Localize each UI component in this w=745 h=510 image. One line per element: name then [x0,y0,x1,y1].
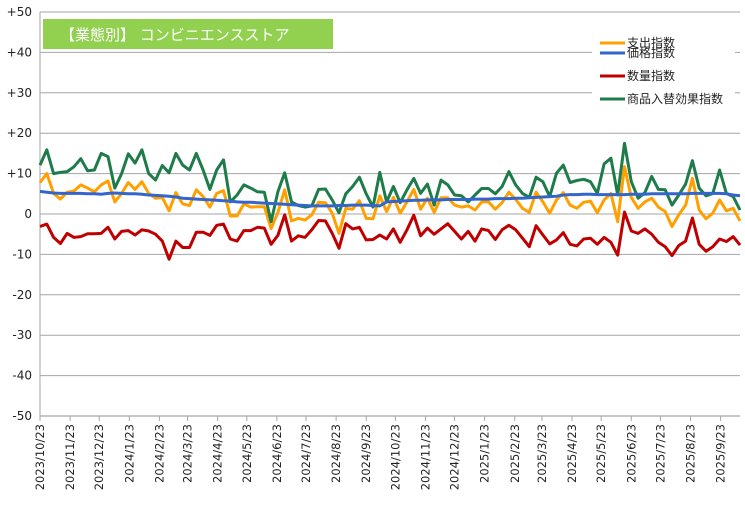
y-axis-ticks: +50 +40 +30 +20 +10 0 -10 -20 -30 -40 -50 [7,5,32,423]
legend-item: 支出指数 [600,35,675,50]
x-tick-label: 2025/5/23 [594,424,608,483]
x-tick-label: 2025/2/23 [508,424,522,483]
x-tick-label: 2024/2/23 [152,424,166,483]
x-tick-label: 2024/10/23 [388,424,402,490]
x-axis: 2023/10/23 2023/11/23 2023/12/23 2024/1/23 2… [33,416,728,490]
title-background [43,19,333,49]
legend-item: 価格指数 [600,45,675,60]
x-tick-label: 2025/3/23 [535,424,549,483]
x-tick-label: 2023/12/23 [92,424,106,490]
gridlines [39,11,740,417]
x-tick-label: 2023/10/23 [33,424,47,490]
series-lines [38,141,742,261]
y-tick-label: -20 [12,288,32,302]
x-tick-label: 2023/11/23 [63,424,77,490]
legend-item: 商品入替効果指数 [600,91,723,106]
x-tick-label: 2025/4/23 [565,424,579,483]
y-tick-label: -30 [12,328,32,342]
chart-title: 【業態別】 コンビニエンスストア [60,26,289,44]
x-tick-label: 2024/3/23 [181,424,195,483]
x-tick-label: 2025/9/23 [714,424,728,483]
y-tick-label: +20 [7,126,32,140]
legend-item: 数量指数 [600,68,675,83]
series-line-1 [39,189,741,208]
y-tick-label: +40 [7,45,32,59]
y-tick-label: +10 [7,167,32,181]
legend-label: 数量指数 [627,68,675,83]
x-tick-label: 2024/12/23 [448,424,462,490]
x-tick-label: 2025/8/23 [683,424,697,483]
x-tick-label: 2024/11/23 [418,424,432,490]
x-tick-label: 2024/4/23 [211,424,225,483]
x-tick-label: 2025/1/23 [478,424,492,483]
chart-title-box: 【業態別】 コンビニエンスストア [43,19,333,49]
series-line-0 [38,165,742,235]
x-tick-label: 2025/6/23 [624,424,638,483]
y-tick-label: -40 [12,369,32,383]
x-tick-label: 2024/9/23 [359,424,373,483]
series-line-2 [39,210,742,261]
y-tick-label: +30 [7,86,32,100]
x-tick-label: 2024/6/23 [270,424,284,483]
x-tick-label: 2024/1/23 [122,424,136,483]
y-tick-label: +50 [7,5,32,19]
x-tick-label: 2024/5/23 [240,424,254,483]
series-line-3 [38,141,742,224]
x-tick-label: 2024/7/23 [299,424,313,483]
y-tick-label: -10 [12,247,32,261]
x-tick-label: 2025/7/23 [653,424,667,483]
legend-label: 商品入替効果指数 [627,91,723,106]
x-tick-label: 2024/8/23 [329,424,343,483]
y-tick-label: 0 [24,207,32,221]
y-tick-label: -50 [12,409,32,423]
legend-label: 価格指数 [627,45,675,60]
legend-label: 支出指数 [627,35,675,50]
